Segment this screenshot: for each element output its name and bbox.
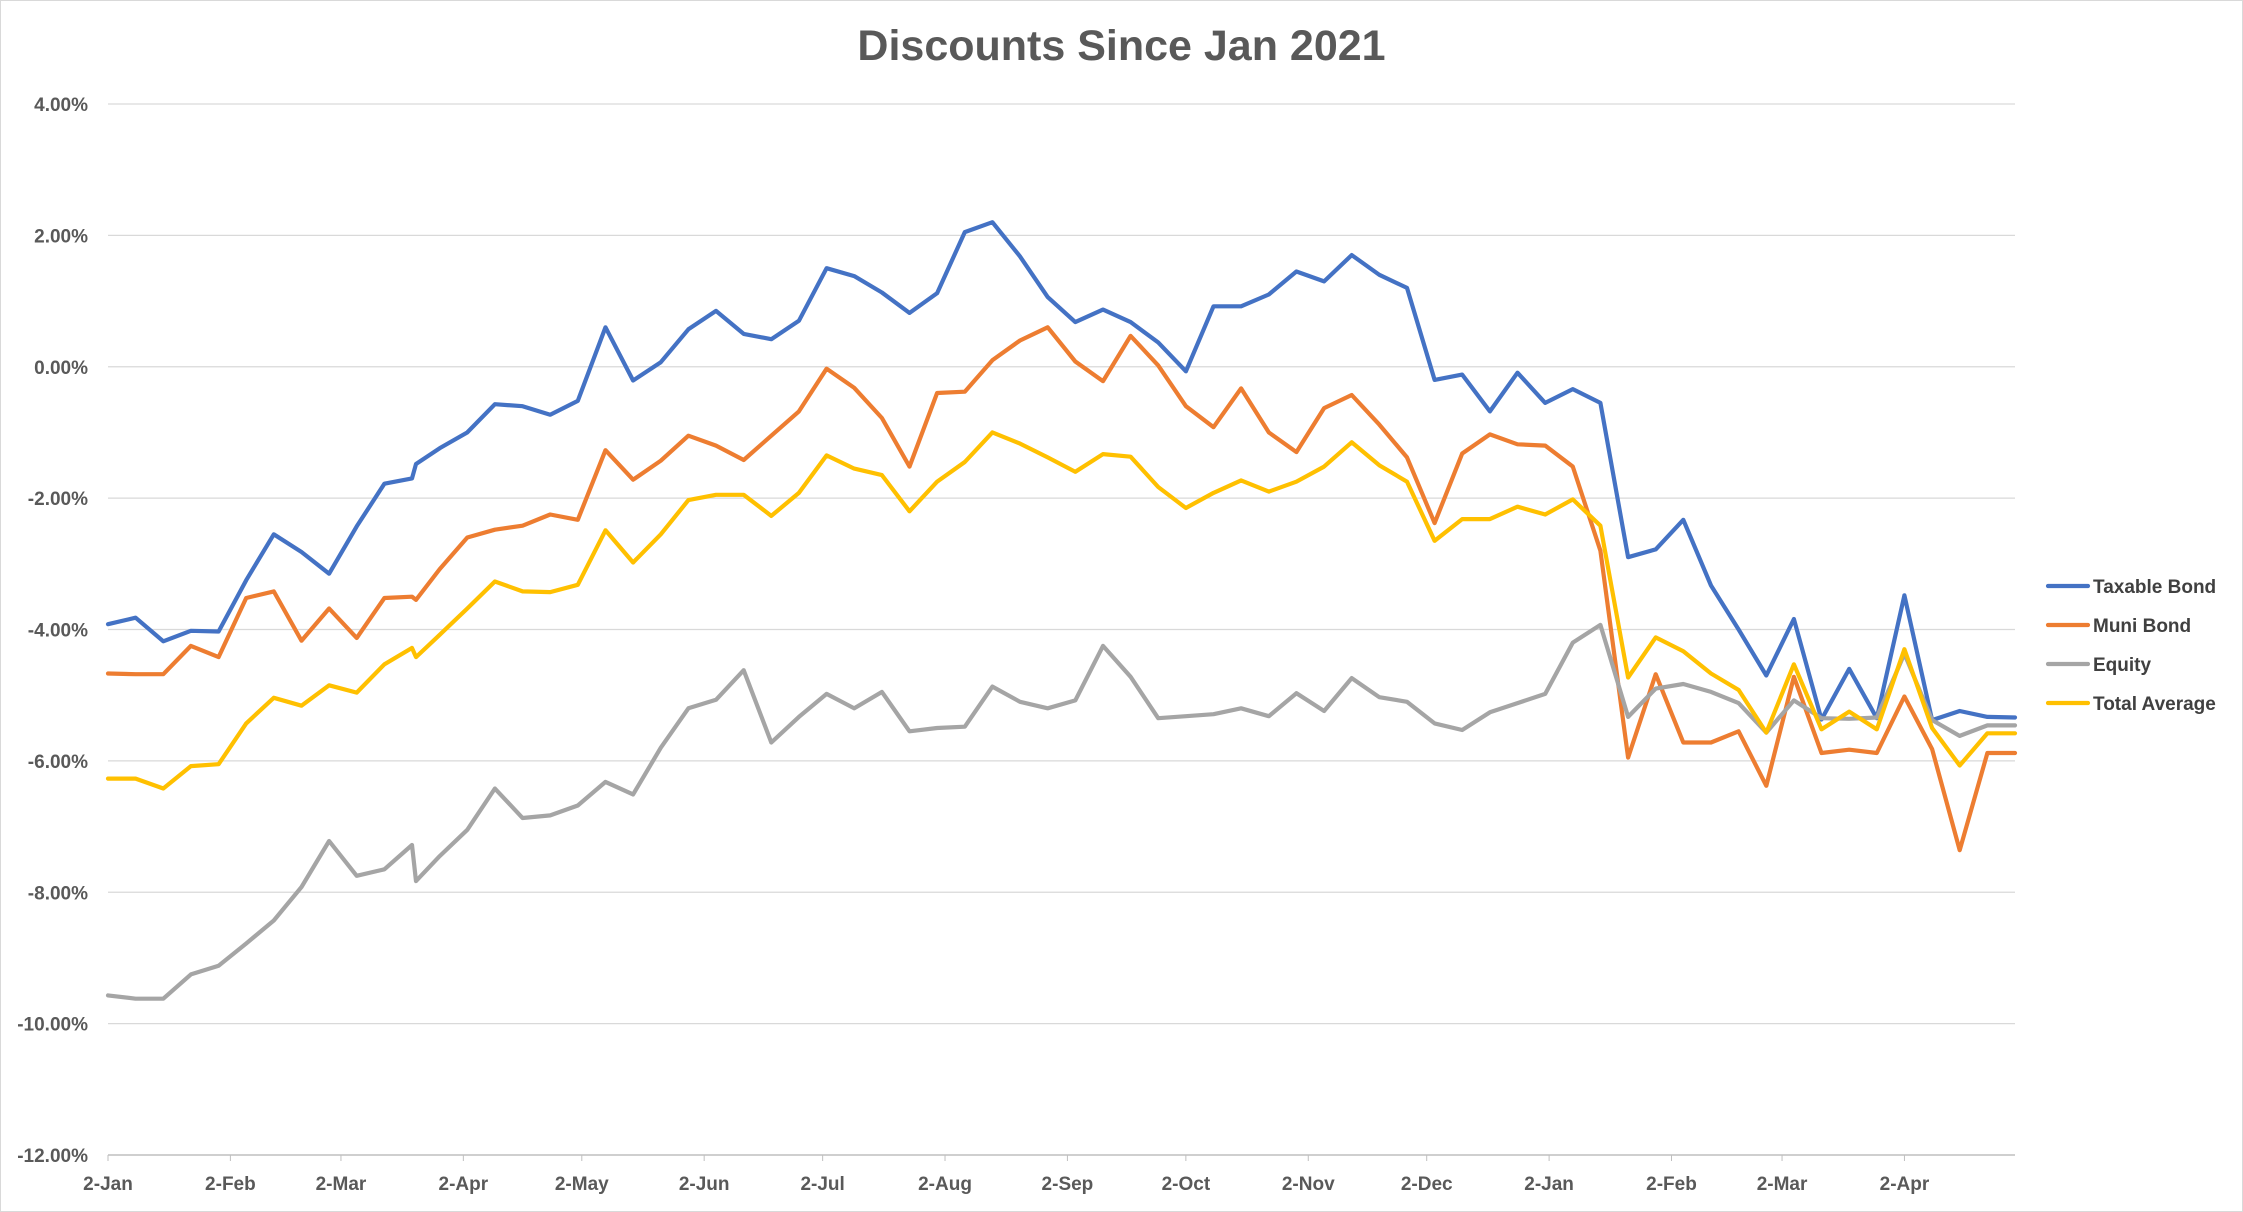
y-tick-label: -2.00% xyxy=(28,489,88,510)
x-tick-label: 2-Apr xyxy=(439,1174,489,1195)
x-tick-label: 2-Feb xyxy=(1646,1174,1697,1195)
legend-label-taxable-bond: Taxable Bond xyxy=(2093,577,2216,598)
x-tick-label: 2-Jul xyxy=(800,1174,844,1195)
x-tick-label: 2-Jan xyxy=(83,1174,133,1195)
y-tick-label: 0.00% xyxy=(34,358,88,379)
x-tick-label: 2-Jan xyxy=(1524,1174,1574,1195)
y-tick-label: -12.00% xyxy=(17,1146,88,1167)
series-line-taxable-bond xyxy=(105,220,2018,723)
legend-label-equity: Equity xyxy=(2093,655,2151,676)
legend: Taxable Bond Muni Bond Equity Total Average xyxy=(2045,577,2216,715)
x-tick-label: 2-Mar xyxy=(1757,1174,1808,1195)
x-tick-label: 2-Apr xyxy=(1880,1174,1930,1195)
y-tick-label: -4.00% xyxy=(28,621,88,642)
plot-series xyxy=(105,220,2018,1001)
series-line-total-average xyxy=(105,430,2018,791)
y-axis: 4.00% 2.00% 0.00% -2.00% -4.00% -6.00% -8.00% -… xyxy=(17,95,88,1167)
legend-label-total-average: Total Average xyxy=(2093,694,2216,715)
x-tick-label: 2-Dec xyxy=(1401,1174,1453,1195)
x-tick-label: 2-Oct xyxy=(1162,1174,1211,1195)
x-tick-label: 2-Nov xyxy=(1282,1174,1335,1195)
series-line-equity xyxy=(105,622,2018,1001)
x-tick-label: 2-Sep xyxy=(1042,1174,1094,1195)
legend-label-muni-bond: Muni Bond xyxy=(2093,616,2191,637)
gridlines xyxy=(108,103,2015,1156)
chart-title: Discounts Since Jan 2021 xyxy=(857,22,1386,70)
x-tick-label: 2-May xyxy=(555,1174,609,1195)
y-tick-label: 2.00% xyxy=(34,226,88,247)
y-tick-label: 4.00% xyxy=(34,95,88,116)
x-tick-label: 2-Feb xyxy=(205,1174,256,1195)
series-line-muni-bond xyxy=(105,325,2018,853)
x-tick-label: 2-Jun xyxy=(679,1174,730,1195)
y-tick-label: -6.00% xyxy=(28,752,88,773)
y-tick-label: -10.00% xyxy=(17,1015,88,1036)
y-tick-label: -8.00% xyxy=(28,883,88,904)
x-tick-label: 2-Aug xyxy=(918,1174,972,1195)
x-tick-label: 2-Mar xyxy=(316,1174,367,1195)
x-axis: 2-Jan 2-Feb 2-Mar 2-Apr 2-May 2-Jun 2-Jul 2-Aug… xyxy=(83,1155,1930,1195)
